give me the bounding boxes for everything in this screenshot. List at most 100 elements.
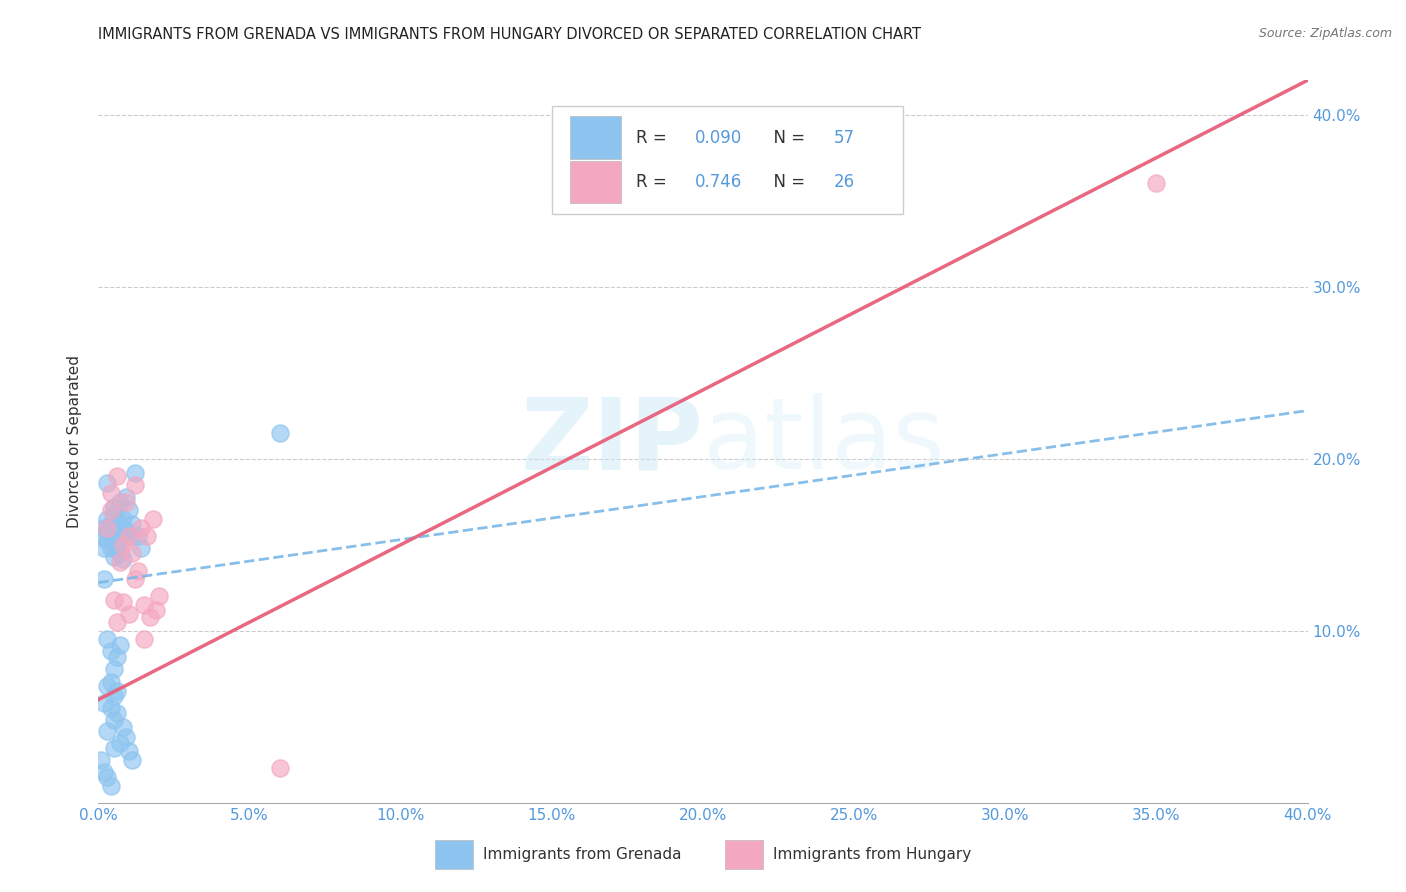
Point bbox=[269, 425, 291, 440]
Point bbox=[132, 598, 155, 612]
Point bbox=[108, 638, 131, 652]
Point bbox=[96, 723, 118, 738]
Point bbox=[269, 761, 291, 775]
Point bbox=[103, 549, 125, 564]
Text: 0.746: 0.746 bbox=[695, 173, 742, 191]
Point bbox=[100, 517, 122, 532]
Point bbox=[100, 503, 122, 517]
Point bbox=[124, 477, 146, 491]
Point bbox=[96, 534, 118, 549]
Point bbox=[105, 538, 128, 552]
Text: R =: R = bbox=[637, 128, 672, 146]
Text: Source: ZipAtlas.com: Source: ZipAtlas.com bbox=[1258, 27, 1392, 40]
Point bbox=[103, 500, 125, 514]
Point bbox=[105, 516, 128, 530]
FancyBboxPatch shape bbox=[724, 840, 763, 870]
Point bbox=[96, 475, 118, 490]
Text: R =: R = bbox=[637, 173, 672, 191]
Point bbox=[103, 689, 125, 703]
Point bbox=[108, 546, 131, 560]
FancyBboxPatch shape bbox=[569, 161, 621, 203]
Point bbox=[111, 720, 134, 734]
Point bbox=[118, 529, 141, 543]
Text: Immigrants from Grenada: Immigrants from Grenada bbox=[482, 847, 682, 863]
FancyBboxPatch shape bbox=[551, 105, 903, 214]
Point bbox=[121, 517, 143, 532]
Point bbox=[100, 779, 122, 793]
Point bbox=[108, 529, 131, 543]
Point bbox=[90, 753, 112, 767]
Point bbox=[100, 644, 122, 658]
Point bbox=[129, 520, 152, 534]
Point bbox=[114, 524, 136, 538]
Text: ZIP: ZIP bbox=[520, 393, 703, 490]
Point bbox=[105, 615, 128, 630]
Text: 26: 26 bbox=[834, 173, 855, 191]
Point bbox=[103, 740, 125, 755]
Point bbox=[111, 538, 134, 552]
Point bbox=[114, 490, 136, 504]
Point bbox=[111, 512, 134, 526]
Point bbox=[127, 529, 149, 543]
Point bbox=[96, 524, 118, 538]
Point bbox=[118, 744, 141, 758]
Point bbox=[118, 529, 141, 543]
Point bbox=[135, 529, 157, 543]
Point bbox=[105, 649, 128, 664]
Point bbox=[121, 546, 143, 560]
Point bbox=[100, 486, 122, 500]
Point bbox=[111, 594, 134, 608]
Point bbox=[121, 753, 143, 767]
Text: atlas: atlas bbox=[703, 393, 945, 490]
Point bbox=[118, 607, 141, 621]
Y-axis label: Divorced or Separated: Divorced or Separated bbox=[67, 355, 83, 528]
Point bbox=[105, 469, 128, 483]
Point bbox=[96, 512, 118, 526]
Point bbox=[103, 592, 125, 607]
Text: IMMIGRANTS FROM GRENADA VS IMMIGRANTS FROM HUNGARY DIVORCED OR SEPARATED CORRELA: IMMIGRANTS FROM GRENADA VS IMMIGRANTS FR… bbox=[98, 27, 921, 42]
Point bbox=[103, 713, 125, 727]
Point bbox=[118, 503, 141, 517]
Point bbox=[108, 555, 131, 569]
Point bbox=[114, 731, 136, 745]
Point bbox=[105, 525, 128, 540]
Point bbox=[100, 701, 122, 715]
Point bbox=[93, 520, 115, 534]
Point bbox=[93, 764, 115, 779]
Point bbox=[96, 679, 118, 693]
Point bbox=[103, 507, 125, 521]
Point bbox=[100, 675, 122, 690]
Point bbox=[1144, 177, 1167, 191]
Point bbox=[142, 512, 165, 526]
Text: Immigrants from Hungary: Immigrants from Hungary bbox=[773, 847, 972, 863]
Text: 0.090: 0.090 bbox=[695, 128, 742, 146]
Point bbox=[124, 572, 146, 586]
Point bbox=[93, 572, 115, 586]
Point bbox=[145, 603, 167, 617]
Text: N =: N = bbox=[763, 128, 811, 146]
Point bbox=[100, 541, 122, 556]
Point bbox=[105, 684, 128, 698]
Point bbox=[96, 770, 118, 784]
Point bbox=[96, 632, 118, 647]
Text: 57: 57 bbox=[834, 128, 855, 146]
Point bbox=[108, 735, 131, 749]
Point bbox=[111, 520, 134, 534]
Text: N =: N = bbox=[763, 173, 811, 191]
Point bbox=[100, 529, 122, 543]
Point bbox=[139, 610, 162, 624]
Point bbox=[114, 494, 136, 508]
Point bbox=[93, 541, 115, 556]
FancyBboxPatch shape bbox=[434, 840, 474, 870]
Point bbox=[127, 564, 149, 578]
Point bbox=[129, 541, 152, 556]
Point bbox=[111, 551, 134, 566]
Point bbox=[148, 590, 170, 604]
Point bbox=[93, 696, 115, 710]
Point bbox=[124, 466, 146, 480]
Point bbox=[103, 524, 125, 538]
Point bbox=[103, 662, 125, 676]
FancyBboxPatch shape bbox=[569, 116, 621, 159]
Point bbox=[105, 706, 128, 721]
Point bbox=[108, 494, 131, 508]
